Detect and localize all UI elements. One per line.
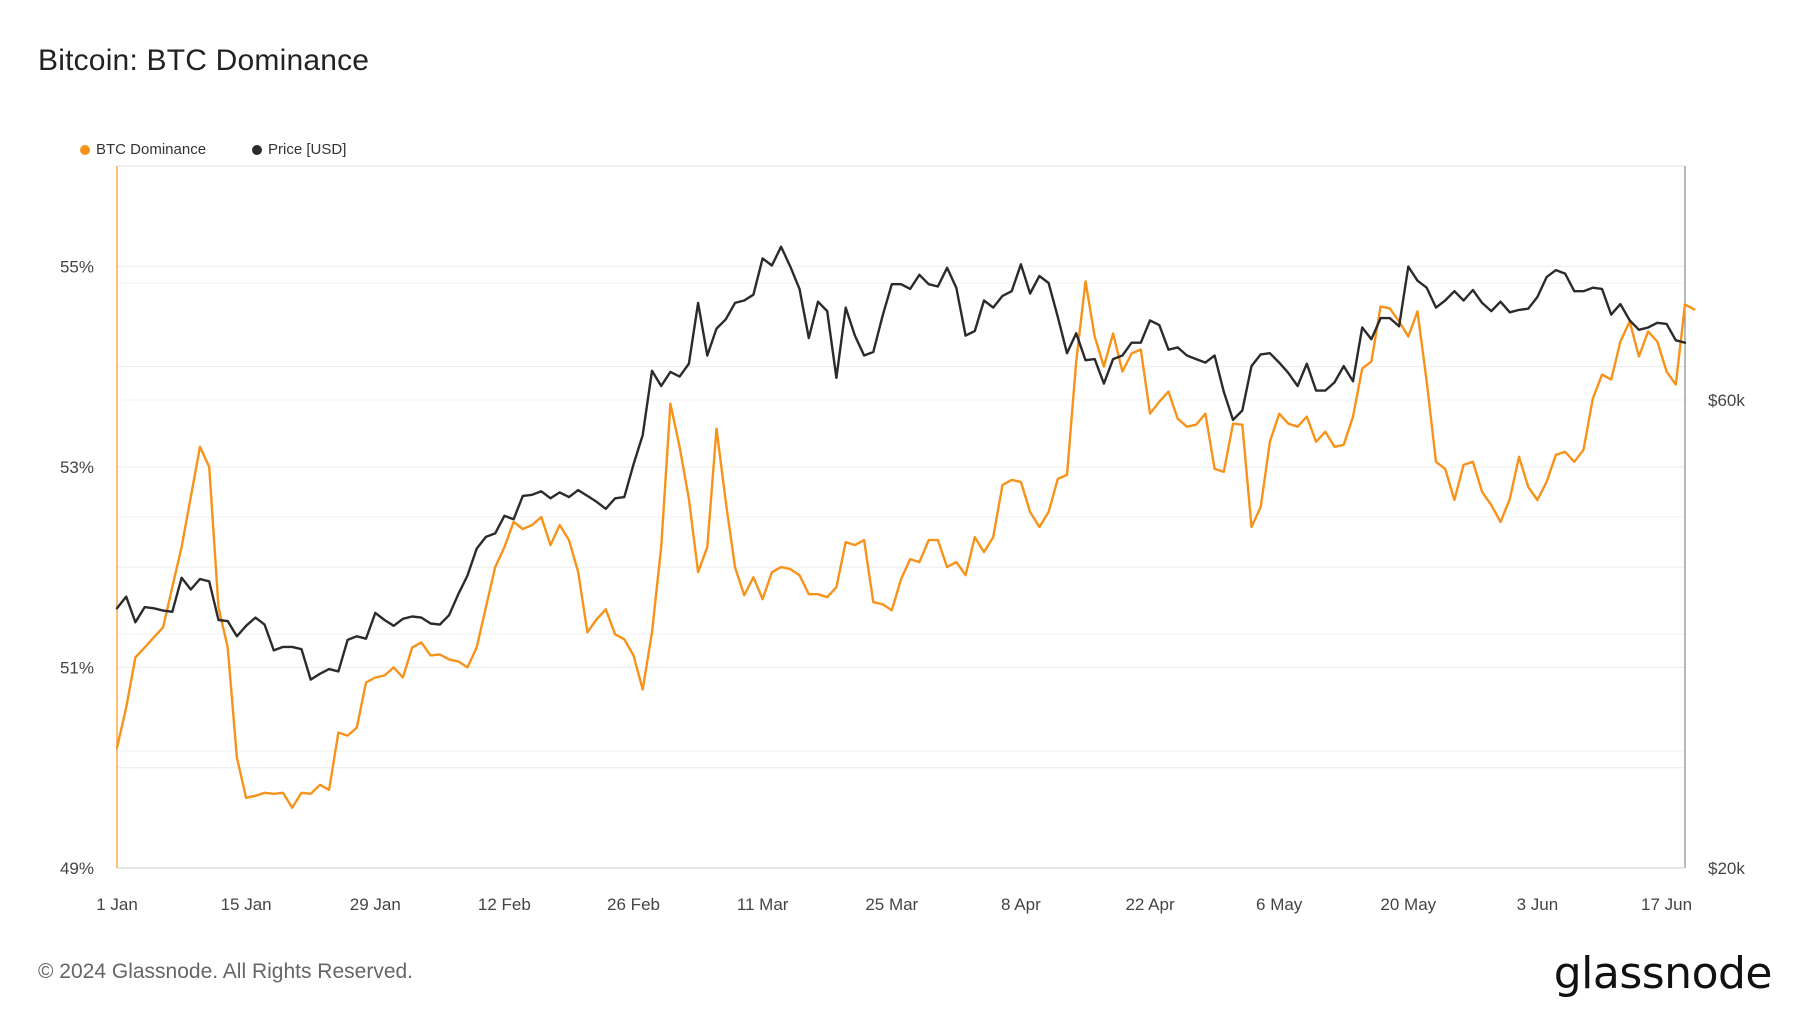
x-tick-label: 12 Feb [478, 895, 531, 914]
x-tick-label: 1 Jan [96, 895, 138, 914]
x-tick-label: 29 Jan [350, 895, 401, 914]
y-left-tick-label: 53% [60, 458, 94, 477]
legend-item-price[interactable]: Price [USD] [252, 141, 346, 158]
glassnode-logo: glassnode [1553, 948, 1773, 999]
x-tick-label: 25 Mar [865, 895, 918, 914]
x-tick-label: 26 Feb [607, 895, 660, 914]
legend-label-price: Price [USD] [268, 141, 347, 158]
y-left-tick-label: 55% [60, 257, 94, 276]
y-right-tick-label: $60k [1708, 391, 1745, 410]
legend-label-btc-dominance: BTC Dominance [96, 141, 207, 158]
x-tick-label: 17 Jun [1641, 895, 1692, 914]
legend-dot-price [252, 144, 263, 155]
copyright-footer: © 2024 Glassnode. All Rights Reserved. [38, 960, 414, 983]
legend-dot-btc-dominance [80, 144, 90, 155]
y-right-tick-label: $20k [1708, 859, 1745, 878]
chart-legend: BTC Dominance Price [USD] [80, 141, 346, 158]
series-line-btc-dominance[interactable] [115, 280, 1696, 809]
legend-item-btc-dominance[interactable]: BTC Dominance [80, 141, 206, 158]
x-tick-label: 8 Apr [1001, 895, 1041, 914]
x-tick-label: 3 Jun [1517, 895, 1559, 914]
y-left-tick-label: 49% [60, 859, 94, 878]
x-tick-label: 20 May [1380, 895, 1436, 914]
series-line-price[interactable] [115, 245, 1687, 681]
chart-title: Bitcoin: BTC Dominance [38, 44, 370, 77]
series-lines [115, 245, 1696, 809]
x-tick-label: 6 May [1256, 895, 1303, 914]
grid-lines [117, 165, 1685, 769]
tick-labels: 49% 51% 53% 55% $20k $60k 1 Jan 15 Jan 29 Jan 12 … [60, 257, 1745, 914]
y-left-tick-label: 51% [60, 658, 94, 677]
x-tick-label: 11 Mar [737, 895, 789, 914]
x-tick-label: 15 Jan [221, 895, 272, 914]
axes [116, 166, 1686, 869]
x-tick-label: 22 Apr [1125, 895, 1174, 914]
